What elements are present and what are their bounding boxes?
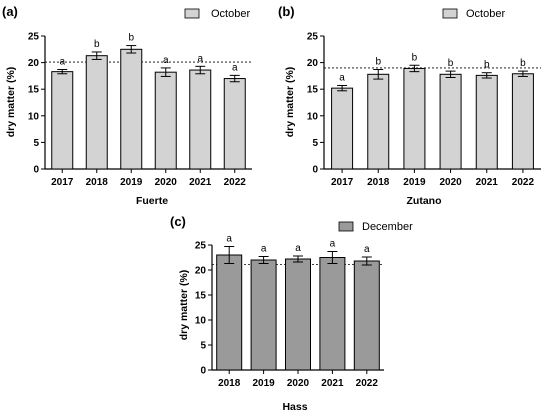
significance-letter-2020: a bbox=[163, 55, 169, 66]
significance-letter-2021: b bbox=[484, 60, 490, 71]
bar-2020 bbox=[439, 73, 462, 170]
significance-letter-2019: b bbox=[128, 33, 134, 44]
x-tick-label-2018: 2018 bbox=[218, 378, 241, 389]
y-tick-label: 25 bbox=[307, 32, 319, 43]
legend-swatch-a bbox=[184, 8, 200, 19]
x-tick-label-2019: 2019 bbox=[403, 177, 426, 188]
y-tick-label: 25 bbox=[195, 241, 207, 252]
bar-2021 bbox=[189, 69, 212, 170]
y-tick-label: 10 bbox=[28, 111, 40, 122]
panel-label-b: (b) bbox=[278, 4, 295, 19]
bar-2021 bbox=[319, 257, 346, 371]
bar-2019 bbox=[403, 67, 426, 170]
y-tick-label: 5 bbox=[200, 341, 206, 352]
x-tick-label-2022: 2022 bbox=[224, 177, 247, 188]
bar-2017 bbox=[51, 71, 74, 170]
x-tick-label-2019: 2019 bbox=[252, 378, 275, 389]
significance-letter-2018: a bbox=[226, 234, 232, 245]
chart-panel-zutano: (b) dry matter (%) Zutano October 0 5 10 15… bbox=[278, 4, 541, 207]
y-tick-label: 0 bbox=[200, 366, 206, 377]
significance-letter-2017: a bbox=[339, 72, 345, 83]
bar-2019 bbox=[120, 48, 143, 170]
bar-2018 bbox=[367, 73, 390, 170]
x-tick-label-2022: 2022 bbox=[512, 177, 535, 188]
significance-letter-2021: a bbox=[197, 53, 203, 64]
y-tick-label: 5 bbox=[312, 138, 318, 149]
y-axis-title-c: dry matter (%) bbox=[178, 270, 190, 341]
significance-letter-2021: a bbox=[330, 239, 336, 250]
x-tick-label-2018: 2018 bbox=[367, 177, 390, 188]
significance-letter-2018: b bbox=[375, 57, 381, 68]
y-tick-label: 20 bbox=[307, 58, 319, 69]
significance-letter-2019: b bbox=[412, 52, 418, 63]
x-tick-label-2018: 2018 bbox=[86, 177, 109, 188]
x-tick-label-2021: 2021 bbox=[321, 378, 344, 389]
legend-swatch-c bbox=[338, 221, 354, 232]
legend-label-b: October bbox=[466, 8, 505, 20]
x-tick-label-2020: 2020 bbox=[287, 378, 310, 389]
x-tick-label-2021: 2021 bbox=[189, 177, 212, 188]
bar-2022 bbox=[353, 260, 380, 371]
x-axis-title-a: Fuerte bbox=[136, 195, 168, 207]
y-tick-label: 10 bbox=[195, 316, 207, 327]
y-tick-label: 0 bbox=[33, 165, 39, 176]
x-axis-title-b: Zutano bbox=[407, 195, 442, 207]
x-tick-label-2021: 2021 bbox=[476, 177, 499, 188]
y-axis-title-b: dry matter (%) bbox=[284, 67, 296, 138]
bar-2021 bbox=[475, 74, 498, 170]
bar-2018 bbox=[85, 55, 108, 170]
x-axis-title-c: Hass bbox=[282, 401, 307, 413]
y-tick-label: 20 bbox=[28, 58, 40, 69]
x-tick-label-2019: 2019 bbox=[120, 177, 143, 188]
y-tick-label: 15 bbox=[195, 291, 207, 302]
bar-2020 bbox=[154, 71, 177, 170]
chart-panel-hass: (c) dry matter (%) Hass December 0 5 10 15 2… bbox=[170, 214, 413, 413]
y-tick-label: 25 bbox=[28, 32, 40, 43]
y-tick-label: 15 bbox=[28, 85, 40, 96]
x-tick-label-2020: 2020 bbox=[439, 177, 462, 188]
x-tick-label-2017: 2017 bbox=[51, 177, 74, 188]
significance-letter-2022: a bbox=[232, 62, 238, 73]
significance-letter-2020: a bbox=[295, 243, 301, 254]
y-axis-title-a: dry matter (%) bbox=[5, 67, 17, 138]
bar-2017 bbox=[331, 87, 354, 170]
significance-letter-2017: a bbox=[59, 57, 65, 68]
x-tick-label-2017: 2017 bbox=[331, 177, 354, 188]
bar-2022 bbox=[511, 73, 534, 170]
significance-letter-2022: b bbox=[520, 58, 526, 69]
legend-label-c: December bbox=[362, 221, 413, 233]
bar-2018 bbox=[216, 254, 243, 371]
significance-letter-2022: a bbox=[364, 244, 370, 255]
significance-letter-2020: b bbox=[448, 58, 454, 69]
significance-letter-2019: a bbox=[261, 244, 267, 255]
chart-panel-fuerte: (a) dry matter (%) Fuerte October 0 5 10 15… bbox=[2, 4, 252, 207]
significance-letter-2018: b bbox=[94, 39, 100, 50]
y-tick-label: 5 bbox=[33, 138, 39, 149]
panel-label-c: (c) bbox=[170, 214, 186, 229]
y-tick-label: 0 bbox=[312, 165, 318, 176]
y-tick-label: 20 bbox=[195, 266, 207, 277]
bar-2019 bbox=[250, 259, 277, 371]
y-tick-label: 10 bbox=[307, 111, 319, 122]
x-tick-label-2020: 2020 bbox=[155, 177, 178, 188]
bar-2020 bbox=[285, 258, 311, 371]
x-tick-label-2022: 2022 bbox=[356, 378, 379, 389]
legend-swatch-b bbox=[442, 8, 458, 19]
legend-label-a: October bbox=[211, 8, 250, 20]
y-tick-label: 15 bbox=[307, 85, 319, 96]
bar-2022 bbox=[223, 78, 246, 170]
panel-label-a: (a) bbox=[2, 4, 18, 19]
